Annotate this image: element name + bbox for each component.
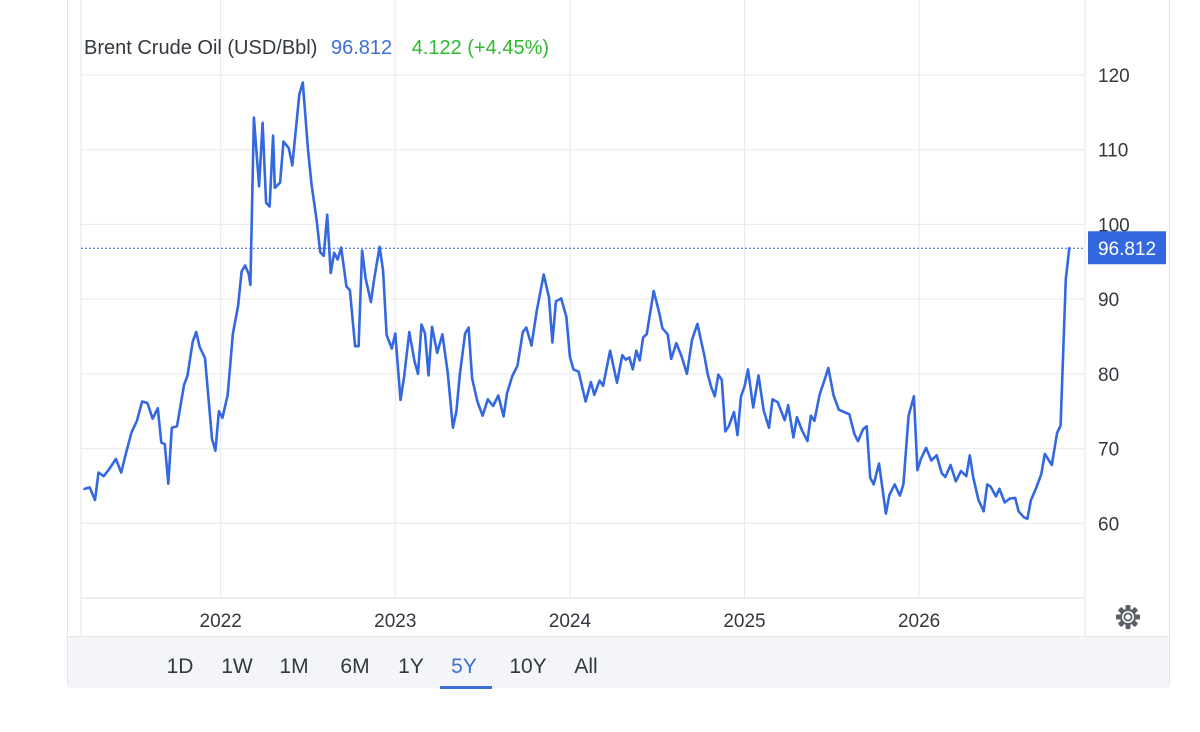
timeframe-6m-button[interactable]: 6M bbox=[336, 637, 374, 688]
timeframe-5y-button[interactable]: 5Y bbox=[444, 637, 484, 688]
current-price-tag bbox=[1088, 231, 1166, 265]
x-tick-label: 2024 bbox=[549, 611, 592, 632]
series bbox=[83, 81, 1071, 521]
price-series-line bbox=[83, 81, 1071, 521]
grid bbox=[80, 0, 1086, 636]
price-chart: 60 70 80 90 100 110 120 2022 2023 2024 2025 2026 96… bbox=[80, 0, 1166, 636]
gear-icon bbox=[1116, 605, 1140, 629]
x-tick-label: 2026 bbox=[898, 611, 940, 632]
x-tick-label: 2022 bbox=[200, 611, 242, 632]
timeframe-1y-button[interactable]: 1Y bbox=[396, 637, 426, 688]
chart-title: Brent Crude Oil (USD/Bbl) 96.812 4.122 (… bbox=[84, 37, 549, 59]
x-tick-label: 2025 bbox=[723, 611, 765, 632]
y-tick-label: 70 bbox=[1098, 440, 1119, 461]
timeframe-1w-button[interactable]: 1W bbox=[219, 637, 255, 688]
chart-widget: 60 70 80 90 100 110 120 2022 2023 2024 2025 2026 96… bbox=[67, 0, 1170, 688]
instrument-name: Brent Crude Oil (USD/Bbl) bbox=[84, 37, 317, 59]
timeframe-1d-button[interactable]: 1D bbox=[165, 637, 195, 688]
current-price: 96.812 bbox=[331, 37, 392, 59]
price-change: 4.122 (+4.45%) bbox=[412, 37, 549, 59]
price-marker: 96.812 bbox=[81, 231, 1166, 265]
y-tick-label: 80 bbox=[1098, 365, 1119, 386]
current-price-label: 96.812 bbox=[1098, 239, 1156, 260]
y-tick-label: 120 bbox=[1098, 66, 1130, 87]
y-tick-label: 100 bbox=[1098, 215, 1130, 236]
y-tick-label: 110 bbox=[1098, 141, 1128, 162]
timeframe-all-button[interactable]: All bbox=[571, 637, 601, 688]
timeframe-selector: 1D 1W 1M 6M 1Y 5Y 10Y All bbox=[68, 636, 1169, 688]
settings-button[interactable] bbox=[1113, 602, 1143, 632]
timeframe-10y-button[interactable]: 10Y bbox=[506, 637, 550, 688]
y-tick-label: 60 bbox=[1098, 514, 1119, 535]
y-tick-label: 90 bbox=[1098, 290, 1119, 311]
x-tick-label: 2023 bbox=[374, 611, 416, 632]
active-timeframe-indicator bbox=[440, 686, 492, 689]
timeframe-1m-button[interactable]: 1M bbox=[276, 637, 312, 688]
axes: 60 70 80 90 100 110 120 2022 2023 2024 2025 2026 bbox=[200, 66, 1130, 632]
